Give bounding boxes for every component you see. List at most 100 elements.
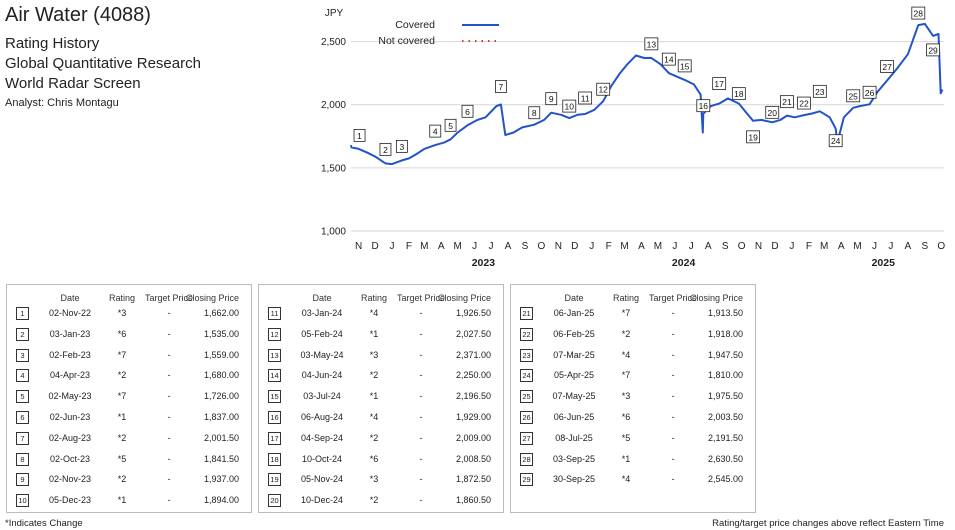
cell-closing-price: 1,662.00 (203, 308, 239, 318)
cell-rating: *2 (117, 370, 127, 381)
x-tick-label: M (454, 241, 462, 252)
rating-marker-label: 14 (664, 55, 674, 65)
rating-marker-label: 20 (767, 108, 777, 118)
table-header-date: Date (60, 293, 80, 303)
rating-marker (677, 59, 692, 73)
rating-marker-label: 19 (748, 132, 758, 142)
cell-closing-price: 1,810.00 (707, 370, 743, 381)
table-row: 1 02-Nov-22 *3 - 1,662.00 (7, 303, 251, 321)
cell-closing-price: 1,872.50 (455, 474, 491, 485)
rating-marker-label: 16 (699, 101, 709, 111)
row-number: 29 (520, 473, 533, 487)
rating-marker (780, 95, 794, 109)
rating-marker (696, 99, 711, 113)
rating-marker-label: 27 (882, 62, 892, 72)
rating-marker-label: 3 (400, 142, 405, 152)
row-number: 7 (16, 431, 29, 445)
x-tick-label: F (406, 241, 412, 252)
rating-marker-label: 28 (914, 9, 924, 19)
cell-closing-price: 1,937.00 (203, 474, 239, 485)
x-tick-label: J (872, 241, 877, 252)
cell-closing-price: 1,535.00 (203, 328, 239, 339)
rating-marker-label: 21 (782, 97, 792, 107)
row-number: 5 (16, 390, 29, 404)
row-number: 22 (520, 327, 533, 341)
cell-target-price: - (419, 349, 423, 360)
table-row: 7 02-Aug-23 *2 - 2,001.50 (7, 428, 251, 446)
x-tick-label: S (722, 241, 729, 252)
cell-target-price: - (167, 349, 171, 360)
cell-rating: *5 (621, 432, 631, 443)
legend-covered-label: Covered (395, 19, 435, 31)
rating-marker-label: 1 (357, 131, 362, 141)
rating-marker (911, 6, 926, 20)
cell-date: 03-Jan-24 (301, 308, 343, 318)
rating-marker-label: 6 (465, 107, 470, 117)
rating-marker (461, 104, 474, 118)
row-number: 4 (16, 369, 29, 383)
table-row: 8 02-Oct-23 *5 - 1,841.50 (7, 449, 251, 467)
cell-target-price: - (167, 308, 171, 318)
cell-closing-price: 1,894.00 (203, 495, 239, 506)
cell-rating: *2 (621, 328, 631, 339)
row-number: 26 (520, 411, 533, 424)
cell-rating: *7 (621, 370, 631, 381)
x-tick-label: F (806, 241, 812, 252)
cell-rating: *6 (621, 412, 631, 422)
x-tick-label: J (672, 241, 677, 252)
rating-table-1: Date Rating Target Price Closing Price 1 02-N… (6, 284, 252, 513)
table-row: 27 08-Jul-25 *5 - 2,191.50 (511, 428, 755, 446)
rating-marker (444, 118, 457, 132)
cell-closing-price: 2,545.00 (707, 474, 743, 485)
cell-target-price: - (419, 432, 423, 443)
cell-target-price: - (671, 432, 675, 443)
cell-rating: *3 (369, 349, 379, 360)
x-tick-label: N (555, 241, 562, 252)
rating-marker-label: 15 (680, 61, 690, 71)
y-axis-label: JPY (325, 8, 344, 19)
x-year-label: 2023 (472, 257, 496, 269)
table-row: 3 02-Feb-23 *7 - 1,559.00 (7, 345, 251, 363)
rating-marker (661, 52, 676, 66)
rating-marker (395, 140, 408, 153)
cell-date: 06-Jun-25 (553, 412, 595, 422)
rating-marker (731, 87, 746, 101)
y-tick-label: 2,000 (321, 100, 346, 111)
x-tick-label: J (888, 241, 893, 252)
rating-marker-label: 22 (799, 99, 809, 109)
table-row: 21 06-Jan-25 *7 - 1,913.50 (511, 303, 755, 321)
row-number: 3 (16, 348, 29, 362)
cell-date: 04-Sep-24 (300, 432, 344, 443)
cell-date: 05-Apr-25 (553, 370, 595, 381)
rating-marker (494, 80, 507, 93)
rating-marker (545, 92, 558, 106)
cell-rating: *1 (369, 328, 379, 339)
table-row: 2 03-Jan-23 *6 - 1,535.00 (7, 324, 251, 342)
cell-date: 02-Jun-23 (49, 412, 91, 422)
cell-rating: *5 (117, 453, 127, 464)
table-header-target-price: Target Price (648, 293, 698, 303)
cell-date: 05-Nov-24 (300, 474, 344, 485)
row-number: 23 (520, 348, 533, 362)
cell-target-price: - (167, 370, 171, 381)
footnote-timezone: Rating/target price changes above reflec… (712, 518, 944, 529)
rating-marker-label: 24 (831, 136, 841, 146)
row-number: 11 (268, 307, 281, 320)
footnote-change: *Indicates Change (5, 518, 83, 529)
x-tick-label: J (472, 241, 477, 252)
cell-date: 03-May-24 (300, 349, 344, 360)
cell-target-price: - (671, 391, 675, 402)
x-tick-label: S (922, 241, 929, 252)
rating-marker (596, 82, 611, 96)
cell-target-price: - (167, 474, 171, 485)
table-row: 11 03-Jan-24 *4 - 1,926.50 (259, 303, 503, 321)
cell-date: 06-Feb-25 (553, 328, 595, 339)
table-row: 18 10-Oct-24 *6 - 2,008.50 (259, 449, 503, 467)
x-tick-label: M (420, 241, 428, 252)
x-tick-label: O (937, 241, 945, 252)
cell-target-price: - (671, 328, 675, 339)
rating-marker-label: 29 (928, 45, 938, 55)
table-row: 10 05-Dec-23 *1 - 1,894.00 (7, 490, 251, 508)
table-row: 28 03-Sep-25 *1 - 2,630.50 (511, 449, 755, 467)
rating-marker (644, 37, 659, 51)
